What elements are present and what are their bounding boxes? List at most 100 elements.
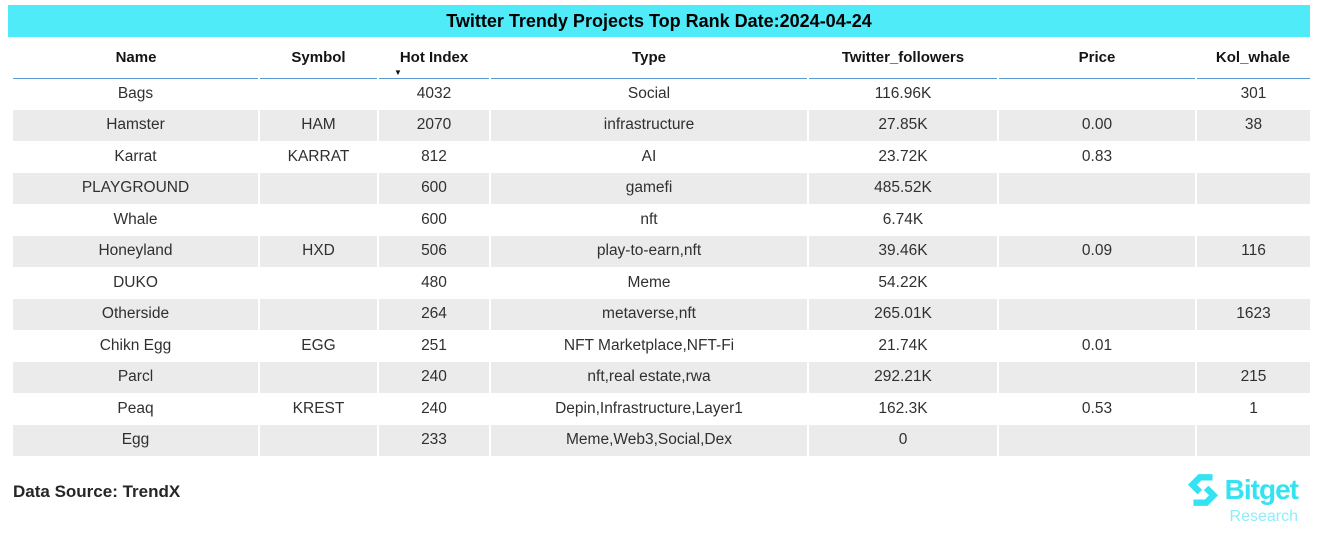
table-row: PLAYGROUND 600 gamefi 485.52K — [13, 172, 1310, 205]
column-header-hot-index-label: Hot Index — [399, 48, 469, 66]
cell-symbol — [259, 298, 379, 330]
cell-twitter-followers: 162.3K — [808, 393, 999, 425]
cell-twitter-followers: 23.72K — [808, 141, 999, 173]
cell-name: Egg — [13, 424, 260, 456]
column-header-twitter-followers[interactable]: Twitter_followers — [808, 37, 998, 79]
column-header-hot-index[interactable]: Hot Index ▼ — [378, 37, 490, 79]
cell-type: play-to-earn,nft — [490, 235, 809, 267]
cell-hot-index: 240 — [378, 393, 491, 425]
cell-hot-index: 2070 — [378, 109, 491, 141]
cell-hot-index: 240 — [378, 361, 491, 393]
cell-kol-whale — [1196, 141, 1310, 173]
table-row: Peaq KREST 240 Depin,Infrastructure,Laye… — [13, 393, 1310, 425]
cell-price: 0.53 — [998, 393, 1197, 425]
cell-name: DUKO — [13, 267, 260, 299]
cell-kol-whale — [1196, 425, 1310, 457]
table-row: Whale 600 nft 6.74K — [13, 204, 1310, 236]
cell-kol-whale: 301 — [1240, 85, 1267, 102]
cell-kol-whale — [1196, 267, 1310, 299]
cell-name: Karrat — [13, 141, 260, 173]
cell-price: 0.00 — [998, 109, 1197, 141]
cell-hot-index: 4032 — [378, 78, 491, 110]
cell-twitter-followers: 27.85K — [808, 109, 999, 141]
cell-symbol — [259, 172, 379, 204]
cell-name: Peaq — [13, 393, 260, 425]
logo-subtitle-text: Research — [1229, 508, 1298, 525]
cell-kol-whale — [1196, 173, 1310, 205]
cell-hot-index: 251 — [378, 330, 491, 362]
column-header-kol-whale[interactable]: Kol_whale — [1196, 37, 1310, 79]
cell-hot-index: 506 — [378, 235, 491, 267]
bitget-logo-icon — [1187, 474, 1218, 506]
cell-kol-whale: 1623 — [1236, 305, 1271, 323]
cell-type: AI — [490, 141, 809, 173]
cell-name: Otherside — [13, 298, 260, 330]
cell-twitter-followers: 21.74K — [808, 330, 999, 362]
trendy-projects-table: Name Symbol Hot Index ▼ Type Twitter_fol… — [13, 37, 1310, 456]
table-row: Karrat KARRAT 812 AI 23.72K 0.83 — [13, 141, 1310, 173]
cell-kol-whale: 215 — [1240, 368, 1267, 386]
cell-type: Meme,Web3,Social,Dex — [490, 424, 809, 456]
data-source-label: Data Source: TrendX — [13, 482, 181, 501]
table-title-bar: Twitter Trendy Projects Top Rank Date:20… — [8, 5, 1310, 37]
cell-twitter-followers: 54.22K — [808, 267, 999, 299]
cell-symbol: KARRAT — [259, 141, 379, 173]
cell-price — [998, 361, 1197, 393]
cell-symbol: HXD — [259, 235, 379, 267]
cell-price — [998, 424, 1197, 456]
cell-type: infrastructure — [490, 109, 809, 141]
cell-type: Meme — [490, 267, 809, 299]
cell-price: 0.83 — [998, 141, 1197, 173]
cell-twitter-followers: 0 — [808, 424, 999, 456]
cell-twitter-followers: 39.46K — [808, 235, 999, 267]
cell-twitter-followers: 292.21K — [808, 361, 999, 393]
cell-twitter-followers: 485.52K — [808, 172, 999, 204]
cell-price — [998, 204, 1197, 236]
cell-hot-index: 812 — [378, 141, 491, 173]
cell-name: PLAYGROUND — [13, 172, 260, 204]
cell-symbol — [259, 267, 379, 299]
cell-name: Hamster — [13, 109, 260, 141]
table-row: Otherside 264 metaverse,nft 265.01K 1623 — [13, 298, 1310, 330]
cell-kol-whale: 1 — [1249, 399, 1258, 417]
cell-name: Bags — [13, 78, 260, 110]
cell-symbol: EGG — [259, 330, 379, 362]
cell-twitter-followers: 6.74K — [808, 204, 999, 236]
cell-hot-index: 264 — [378, 298, 491, 330]
cell-type: NFT Marketplace,NFT-Fi — [490, 330, 809, 362]
table-row: Chikn Egg EGG 251 NFT Marketplace,NFT-Fi… — [13, 330, 1310, 362]
cell-kol-whale: 116 — [1241, 242, 1266, 260]
table-row: Honeyland HXD 506 play-to-earn,nft 39.46… — [13, 235, 1310, 267]
cell-hot-index: 600 — [378, 204, 491, 236]
table-row: DUKO 480 Meme 54.22K — [13, 267, 1310, 299]
cell-price: 0.01 — [998, 330, 1197, 362]
cell-symbol — [259, 78, 379, 110]
cell-name: Parcl — [13, 361, 260, 393]
cell-type: nft,real estate,rwa — [490, 361, 809, 393]
column-header-name[interactable]: Name — [13, 37, 259, 79]
cell-twitter-followers: 116.96K — [808, 78, 999, 110]
logo-brand-text: Bitget — [1224, 474, 1299, 505]
cell-name: Honeyland — [13, 235, 260, 267]
table-header-row: Name Symbol Hot Index ▼ Type Twitter_fol… — [13, 37, 1310, 79]
cell-type: Social — [490, 78, 809, 110]
table-row: Parcl 240 nft,real estate,rwa 292.21K 21… — [13, 361, 1310, 393]
cell-name: Chikn Egg — [13, 330, 260, 362]
cell-symbol — [259, 361, 379, 393]
cell-price — [998, 298, 1197, 330]
sort-desc-icon: ▼ — [394, 67, 402, 77]
table-title: Twitter Trendy Projects Top Rank Date:20… — [446, 10, 872, 31]
column-header-price[interactable]: Price — [998, 37, 1196, 79]
cell-kol-whale — [1196, 204, 1310, 236]
cell-name: Whale — [13, 204, 260, 236]
cell-price: 0.09 — [998, 235, 1197, 267]
table-row: Egg 233 Meme,Web3,Social,Dex 0 — [13, 424, 1310, 457]
table-body: Bags 4032 Social 116.96K 301 Hamster HAM… — [13, 78, 1310, 456]
cell-twitter-followers: 265.01K — [808, 298, 999, 330]
cell-price — [998, 78, 1197, 110]
column-header-symbol[interactable]: Symbol — [259, 37, 378, 79]
cell-type: metaverse,nft — [490, 298, 809, 330]
column-header-type[interactable]: Type — [490, 37, 808, 79]
bitget-research-logo: Bitget Research — [1170, 472, 1299, 525]
cell-price — [998, 267, 1197, 299]
